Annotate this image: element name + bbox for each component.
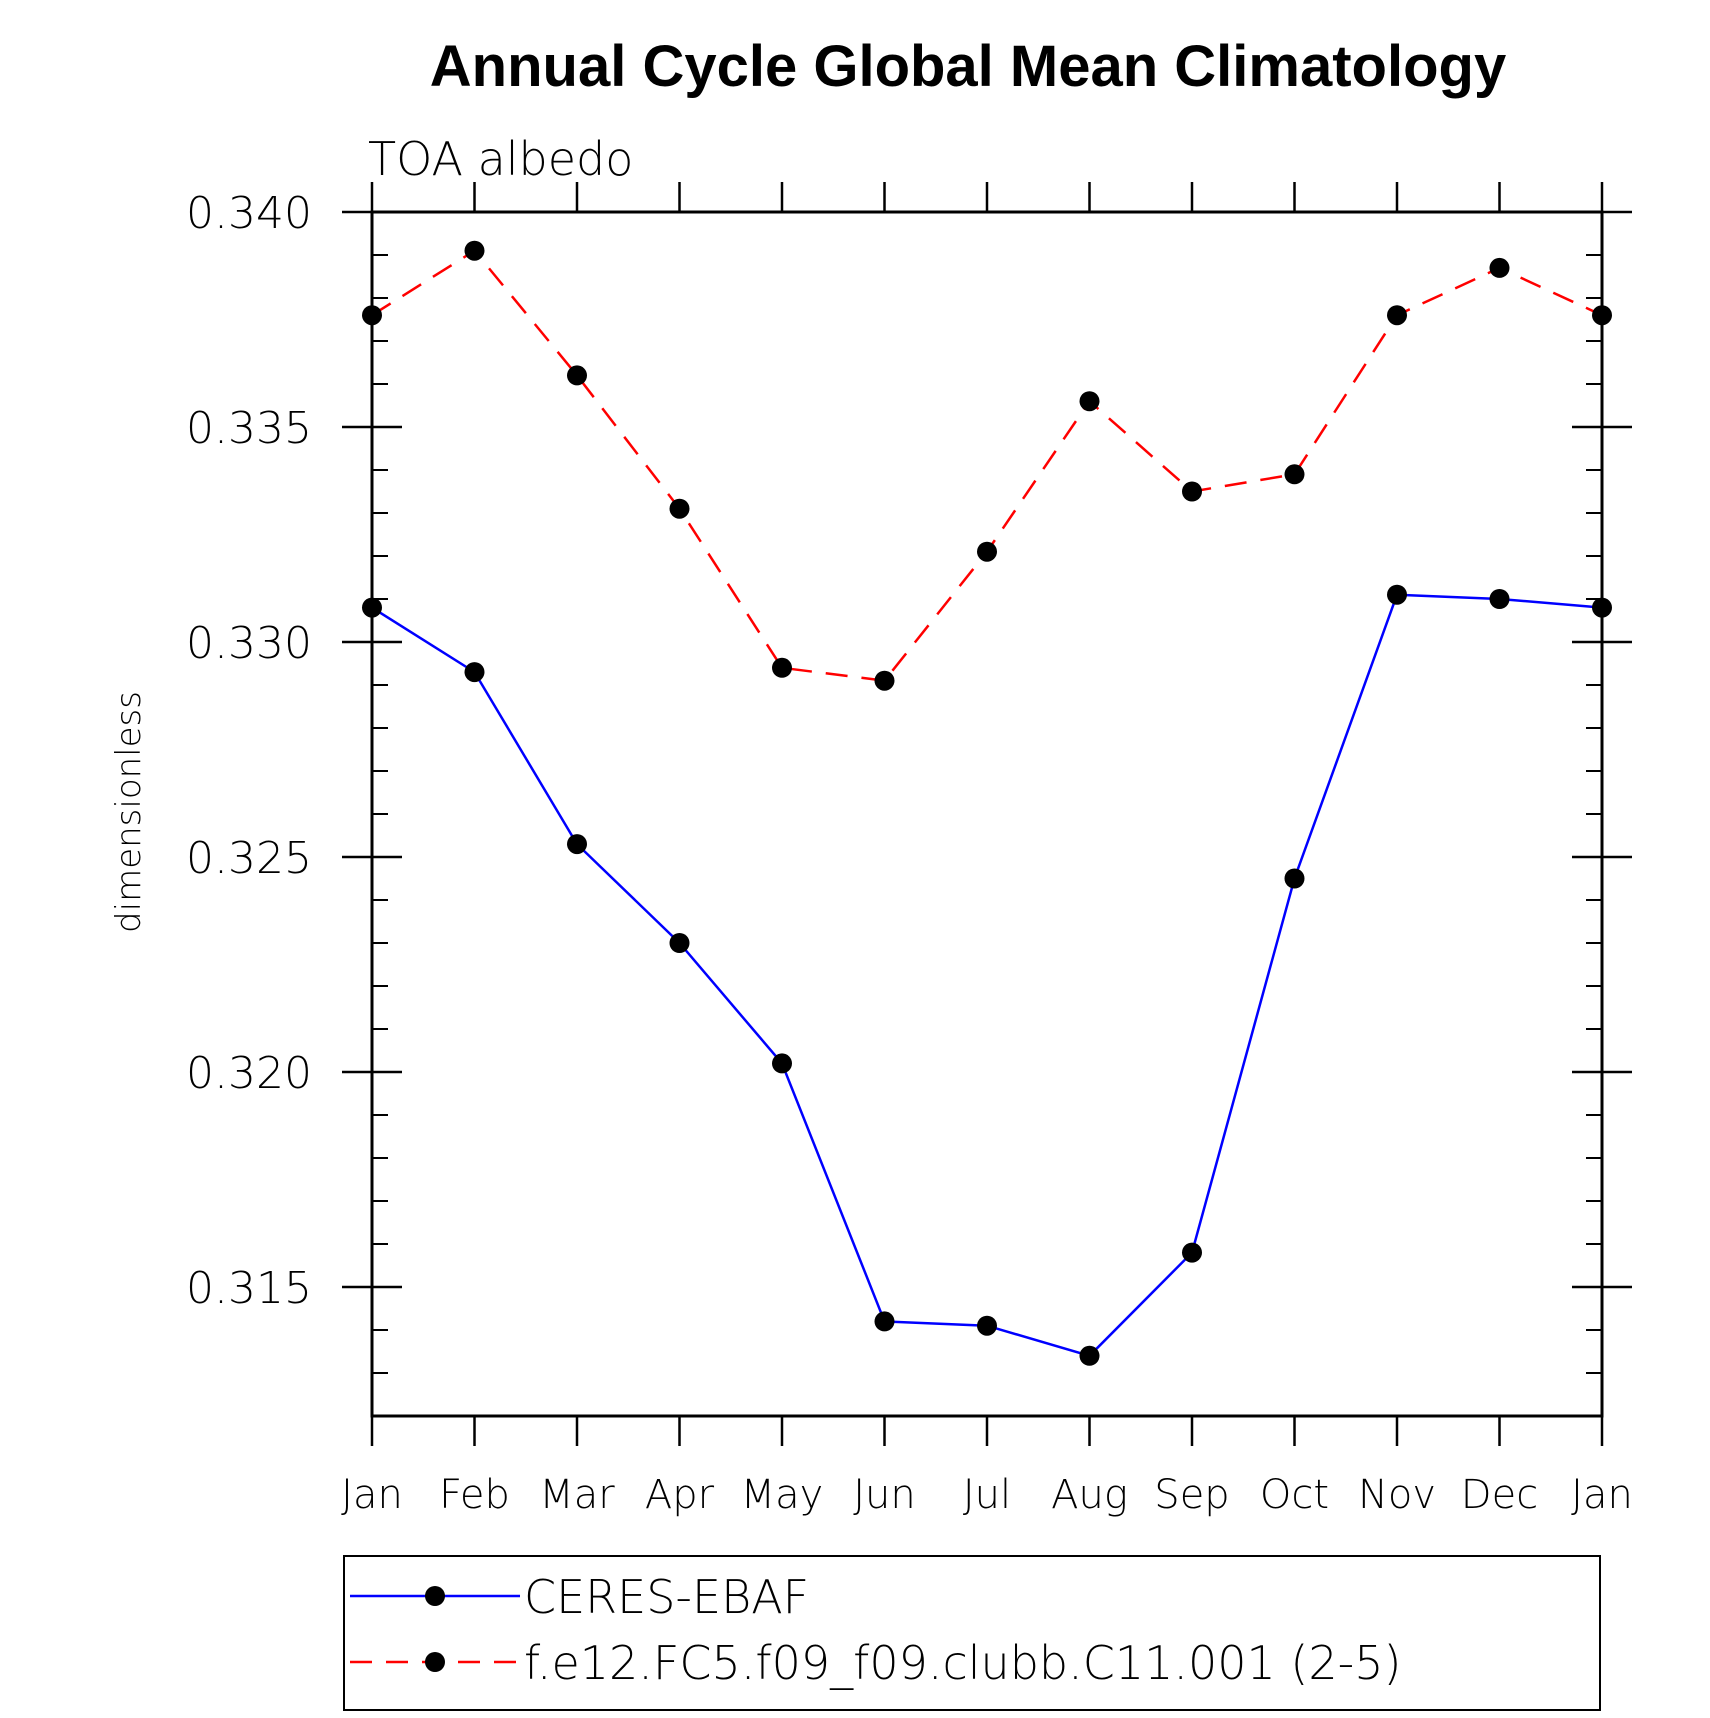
y-tick-label: 0.330 xyxy=(186,618,312,669)
series-1-point xyxy=(977,1315,997,1336)
series-2-point xyxy=(669,498,690,519)
series-2-point xyxy=(1182,481,1202,502)
series-1-point xyxy=(1387,584,1407,605)
x-tick-label: Jan xyxy=(1571,1472,1633,1518)
x-tick-label: Aug xyxy=(1051,1472,1128,1518)
x-tick-label: Feb xyxy=(439,1472,510,1518)
series-2-point xyxy=(567,365,587,386)
x-tick-label: Dec xyxy=(1461,1472,1538,1518)
legend-marker-2 xyxy=(425,1652,445,1672)
series-1-point xyxy=(567,834,587,855)
y-tick-label: 0.325 xyxy=(186,833,312,884)
series-2-point xyxy=(1284,464,1305,485)
series-1-point xyxy=(772,1053,792,1074)
x-tick-label: Jul xyxy=(963,1472,1011,1518)
plot-frame xyxy=(370,210,1604,1418)
series-2-point xyxy=(1387,305,1407,326)
series-1-point xyxy=(362,597,382,618)
series-1-point xyxy=(1284,868,1305,889)
x-tick-label: May xyxy=(741,1472,824,1518)
series-1-point xyxy=(1489,589,1510,609)
series-2-point xyxy=(1489,257,1510,278)
series-2-point xyxy=(1079,391,1100,412)
legend-box xyxy=(343,1555,1601,1711)
series-1-point xyxy=(1079,1345,1100,1366)
chart-subtitle: TOA albedo xyxy=(368,132,633,186)
series-1-point xyxy=(669,933,690,953)
series-2-point xyxy=(772,657,792,678)
series-1-point xyxy=(1592,597,1612,618)
plot-area: 0.315 0.320 0.325 0.330 0.335 0.340 Jan Feb Mar A… xyxy=(186,182,1633,1518)
series-line-2 xyxy=(371,249,1603,683)
series-line-1 xyxy=(371,593,1603,1358)
y-tick-label: 0.315 xyxy=(186,1263,312,1314)
x-tick-label: Apr xyxy=(645,1472,715,1518)
x-tick-label: Oct xyxy=(1260,1472,1329,1518)
series-1-point xyxy=(464,662,485,683)
x-tick-label: Nov xyxy=(1358,1472,1436,1518)
series-1-point xyxy=(1182,1242,1202,1263)
x-tick-label: Sep xyxy=(1154,1472,1229,1518)
series-2-point xyxy=(1592,305,1612,326)
chart-title: Annual Cycle Global Mean Climatology xyxy=(430,34,1506,99)
legend-marker-1 xyxy=(425,1586,445,1606)
series-2-point xyxy=(874,670,895,691)
series-2-point xyxy=(362,305,382,326)
series-2-point xyxy=(464,240,485,261)
series-2-point xyxy=(977,541,997,562)
y-axis-label: dimensionless xyxy=(109,691,149,933)
y-tick-label: 0.340 xyxy=(186,188,312,239)
x-tick-label: Jan xyxy=(341,1472,403,1518)
legend-label-2: f.e12.FC5.f09_f09.clubb.C11.001 (2-5) xyxy=(524,1636,1401,1690)
series-1-point xyxy=(874,1311,895,1332)
x-tick-label: Jun xyxy=(853,1472,916,1518)
legend: CERES-EBAF f.e12.FC5.f09_f09.clubb.C11.00… xyxy=(343,1555,1601,1711)
y-tick-label: 0.320 xyxy=(186,1048,312,1099)
x-tick-label: Mar xyxy=(539,1472,615,1518)
y-tick-label: 0.335 xyxy=(186,403,312,454)
legend-label-1: CERES-EBAF xyxy=(524,1570,809,1624)
